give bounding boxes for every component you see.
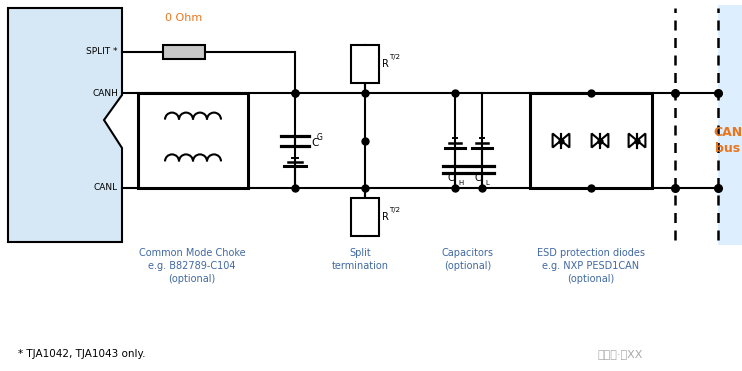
Text: 0 Ohm: 0 Ohm [165,13,203,23]
Text: ESD protection diodes
e.g. NXP PESD1CAN
(optional): ESD protection diodes e.g. NXP PESD1CAN … [537,248,645,285]
Polygon shape [591,134,600,148]
Text: R: R [382,59,389,69]
Text: G: G [317,132,323,141]
Text: 公众号·姚XX: 公众号·姚XX [598,349,643,359]
Bar [530,93,652,188]
Text: Common Mode Choke
e.g. B82789-C104
(optional): Common Mode Choke e.g. B82789-C104 (opti… [139,248,246,285]
Polygon shape [628,134,637,148]
Text: C: C [474,173,481,183]
Bar [163,45,205,59]
Text: R: R [382,212,389,222]
Text: SPLIT *: SPLIT * [87,47,118,56]
Text: L: L [485,180,489,186]
Text: CANL: CANL [94,184,118,193]
Polygon shape [8,8,122,242]
Text: Capacitors
(optional): Capacitors (optional) [442,248,494,271]
Polygon shape [561,134,569,148]
Polygon shape [637,134,646,148]
Text: H: H [458,180,463,186]
Text: CANH: CANH [92,89,118,98]
Bar [138,93,248,188]
Text: C: C [447,173,454,183]
Text: * TJA1042, TJA1043 only.: * TJA1042, TJA1043 only. [18,349,145,359]
Bar [718,5,742,245]
Text: Split
termination: Split termination [332,248,389,271]
Bar [351,45,379,83]
Polygon shape [600,134,608,148]
Polygon shape [553,134,561,148]
Text: CAN
bus: CAN bus [714,127,742,154]
Text: C: C [311,138,318,148]
Text: T/2: T/2 [389,207,400,213]
Bar [351,198,379,236]
Text: T/2: T/2 [389,54,400,60]
